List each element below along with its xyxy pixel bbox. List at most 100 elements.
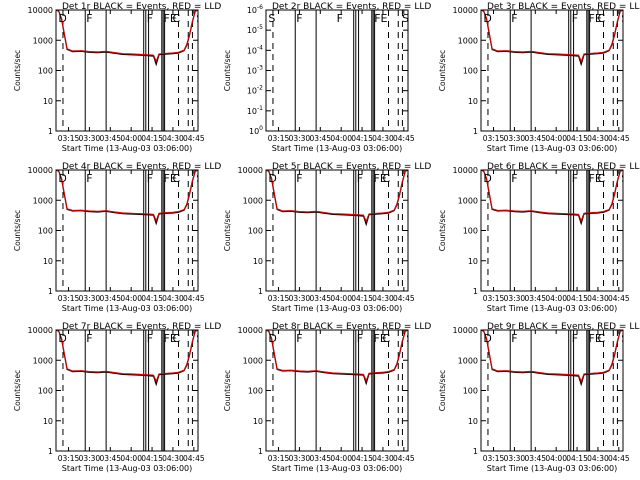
series-line-lld [481,10,623,63]
y-tick-label: 1 [258,287,263,296]
x-axis-label: Start Time (13-Aug-03 03:06:00) [272,464,403,473]
event-annotation: F [147,12,153,25]
panel-title: Det 4r BLACK = Events, RED = LLD [62,162,221,172]
x-axis-label: Start Time (13-Aug-03 03:06:00) [62,144,193,153]
x-tick-label: 04:00 [120,454,142,463]
plot-frame [265,9,409,132]
y-tick-label: 10 [468,417,478,426]
x-tick-label: 04:30 [162,294,184,303]
y-axis-label: Counts/sec [223,210,232,251]
y-tick-label: 100 [38,67,53,76]
x-tick-label: 04:30 [162,134,184,143]
plot-frame [55,329,199,452]
event-annotation: S [621,332,628,345]
x-tick-label: 04:15 [566,454,588,463]
x-tick-label: 04:45 [393,134,415,143]
event-annotation: F [86,332,92,345]
event-annotation: S [196,12,203,25]
x-tick-label: 04:00 [545,294,567,303]
panel-det1: D F F FEC S 03:15 03:30 03:45 04:00 04:15 04:30 04:… [13,2,221,153]
y-tick-label: 1000 [458,356,478,365]
x-tick-label: 03:15 [58,454,80,463]
x-tick-label: 04:30 [372,134,394,143]
y-axis-label: Counts/sec [438,50,447,91]
y-tick-label: 10000 [28,326,53,335]
event-annotation: S [406,332,413,345]
x-axis-label: Start Time (13-Aug-03 03:06:00) [487,144,618,153]
event-annotation: D [483,332,491,345]
y-axis-label: Counts/sec [13,50,22,91]
series-line-lld [481,330,623,383]
x-tick-label: 04:30 [587,134,609,143]
panel-det9: D F F FEC S 03:15 03:30 03:45 04:00 04:15 04:30 04:… [438,322,640,473]
x-tick-label: 04:30 [372,294,394,303]
event-annotation: F [357,172,363,185]
event-annotation: D [483,172,491,185]
plot-frame [55,169,199,292]
event-annotation: C [598,332,606,345]
event-annotation: D [58,12,66,25]
event-annotation: S [268,12,275,25]
x-tick-label: 04:15 [141,294,163,303]
y-tick-label: 1000 [243,356,263,365]
event-annotation: FE [164,172,177,185]
y-tick-label: 10-5 [247,24,263,35]
x-tick-label: 03:15 [483,134,505,143]
event-annotation: FE [374,172,387,185]
event-annotation: F [86,172,92,185]
x-tick-label: 03:30 [289,294,311,303]
x-tick-label: 03:45 [99,294,121,303]
plot-content: D F F FEC S [481,170,623,291]
event-annotation: C [173,332,181,345]
event-annotation: D [58,172,66,185]
x-tick-label: 03:30 [79,134,101,143]
y-tick-label: 10 [43,97,53,106]
x-tick-label: 03:45 [524,294,546,303]
event-annotation: C [173,12,181,25]
event-annotation: S [196,332,203,345]
x-tick-label: 03:30 [504,294,526,303]
x-tick-label: 04:15 [566,294,588,303]
x-tick-label: 04:15 [351,454,373,463]
event-annotation: F [86,12,92,25]
event-annotation: F [296,332,302,345]
y-tick-label: 100 [248,227,263,236]
x-tick-label: 04:45 [608,294,630,303]
y-tick-label: 1000 [33,196,53,205]
x-tick-label: 04:45 [183,454,205,463]
y-tick-label: 10-1 [247,105,263,116]
y-tick-label: 1000 [33,356,53,365]
x-tick-label: 03:15 [268,134,290,143]
event-annotation: F [572,172,578,185]
y-axis-label: Counts/sec [223,370,232,411]
event-annotation: FE [589,172,602,185]
panel-det7: D F F FEC S 03:15 03:30 03:45 04:00 04:15 04:30 04:… [13,322,221,473]
plot-content: D F F FEC S [481,330,628,451]
x-tick-label: 04:30 [587,454,609,463]
event-annotation: F [511,332,517,345]
plot-content: D F F FEC S [56,330,203,451]
y-tick-label: 1 [473,287,478,296]
panel-det2: S F F FE S 03:15 03:30 03:45 04:00 04:15 04:30 04:4… [223,2,431,153]
x-tick-label: 03:45 [309,134,331,143]
event-annotation: D [268,172,276,185]
event-annotation: S [621,12,628,25]
event-annotation: F [572,12,578,25]
series-line-lld [56,10,198,63]
y-tick-label: 1 [48,127,53,136]
panel-title: Det 9r BLACK = Events, RED = LLD [487,322,640,332]
y-tick-label: 100 [463,227,478,236]
x-tick-label: 04:15 [351,294,373,303]
plot-content: S F F FE S [268,10,408,131]
x-tick-label: 03:30 [79,454,101,463]
event-annotation: D [58,332,66,345]
event-annotation: D [268,332,276,345]
x-tick-label: 04:15 [566,134,588,143]
x-tick-label: 04:45 [393,294,415,303]
panel-det8: D F F FEC S 03:15 03:30 03:45 04:00 04:15 04:30 04:… [223,322,431,473]
panel-title: Det 7r BLACK = Events, RED = LLD [62,322,221,332]
panel-title: Det 6r BLACK = Events, RED = LLD [487,162,640,172]
x-tick-label: 04:00 [120,134,142,143]
event-annotation: FE [374,332,387,345]
y-tick-label: 100 [463,67,478,76]
